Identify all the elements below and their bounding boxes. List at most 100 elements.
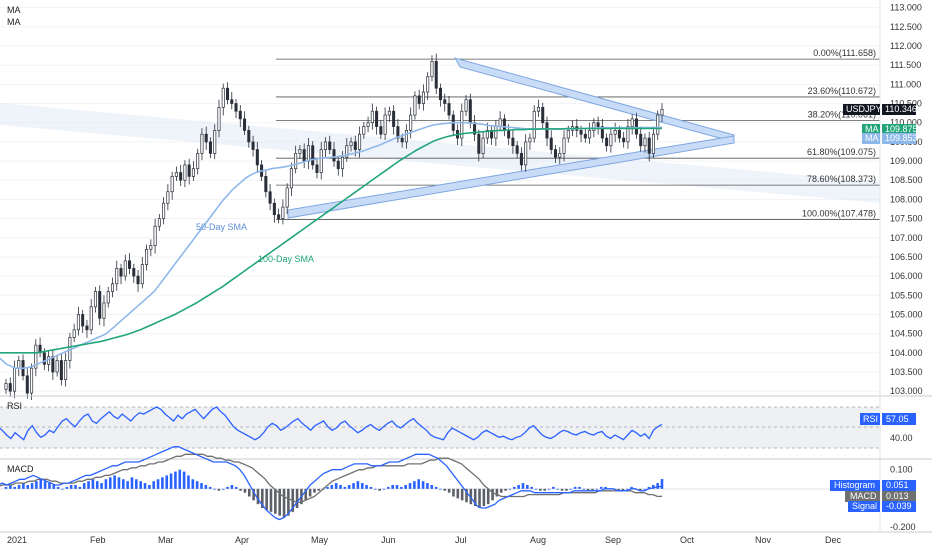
time-axis[interactable]: 2021 Feb Mar Apr May Jun Jul Aug Sep Oct Nov Dec — [7, 535, 842, 545]
candle-body — [102, 302, 106, 319]
macd-histogram-bar — [617, 488, 620, 491]
candle-body — [311, 145, 315, 166]
macd-histogram-bar — [395, 485, 399, 489]
macd-histogram-bar — [460, 488, 464, 501]
macd-histogram-bar — [465, 488, 468, 503]
hist-tag — [830, 480, 880, 491]
macd-histogram-bar — [95, 481, 99, 489]
macd-histogram-bar — [221, 488, 225, 490]
macd-histogram-bar — [265, 488, 268, 510]
price-axis[interactable]: 113.000 112.500 112.000 111.500 111.000 110.5… — [890, 3, 923, 396]
ma50-annotation: 50-Day SMA — [196, 222, 247, 232]
macd-histogram-bar — [426, 483, 429, 489]
signal-last-value: -0.039 — [886, 501, 912, 511]
rsi-tag-label: RSI — [863, 414, 878, 424]
macd-histogram-bar — [156, 479, 160, 489]
time-tick-label: Sep — [605, 535, 621, 545]
macd-signal-line — [0, 453, 663, 503]
macd-histogram-bar — [108, 477, 112, 489]
candle-body — [647, 137, 651, 154]
fibonacci-retracement[interactable]: 0.00%(111.658) 23.60%(110.672) 38.20%(110.… — [276, 48, 880, 220]
candle-body — [366, 122, 370, 127]
candle-body — [55, 360, 59, 373]
legend-ma-2[interactable]: MA — [7, 17, 21, 27]
price-grid — [0, 7, 880, 392]
macd-pane[interactable]: MACD 0.1000.000-0.100-0.200 Histogram 0.… — [0, 446, 916, 532]
macd-histogram-bar — [126, 481, 129, 489]
macd-histogram-bar — [13, 486, 16, 489]
candle-body — [362, 126, 366, 135]
macd-histogram-bar — [17, 485, 21, 489]
time-tick-label: Nov — [755, 535, 772, 545]
macd-histogram-bar — [347, 485, 351, 489]
macd-histogram-bar — [582, 488, 586, 490]
macd-histogram-bar — [243, 488, 247, 493]
macd-histogram-bar — [61, 488, 64, 490]
candle-body — [319, 149, 323, 173]
candle-body — [294, 153, 298, 170]
price-tick-label: 107.500 — [890, 214, 923, 224]
macd-histogram-bar — [56, 486, 60, 489]
price-pane[interactable]: 0.00%(111.658) 23.60%(110.672) 38.20%(110.… — [0, 5, 880, 400]
macd-tick-label: -0.200 — [890, 522, 916, 532]
macd-title[interactable]: MACD — [7, 464, 34, 474]
macd-histogram-bar — [400, 486, 403, 489]
macd-last-value: 0.013 — [886, 491, 909, 501]
macd-histogram-bar — [430, 485, 434, 489]
candle-body — [81, 314, 85, 327]
candle-body — [85, 325, 89, 331]
macd-histogram-bar — [473, 488, 477, 507]
candle-body — [421, 91, 425, 104]
macd-histogram-bar — [456, 488, 460, 499]
macd-histogram-bar — [408, 483, 412, 489]
candle-body — [162, 202, 166, 219]
ma2-tag-label: MA — [865, 133, 879, 143]
candle-body — [281, 206, 285, 219]
candle-body — [341, 156, 345, 170]
candle-body — [545, 122, 549, 139]
macd-histogram-bar — [621, 488, 625, 491]
macd-histogram-bar — [330, 485, 334, 489]
candle-body — [174, 172, 178, 177]
macd-histogram-bar — [100, 483, 103, 489]
macd-histogram-bar — [169, 473, 173, 489]
candle-body — [221, 87, 225, 108]
macd-histogram-bar — [26, 485, 30, 489]
macd-histogram-bar — [295, 488, 299, 508]
macd-histogram-bar — [122, 479, 125, 489]
macd-histogram-bar — [556, 488, 560, 490]
candle-body — [268, 191, 272, 204]
candle-body — [255, 149, 259, 166]
macd-histogram-bar — [647, 486, 651, 489]
candle-body — [605, 137, 609, 147]
macd-histogram-bar — [135, 479, 138, 489]
candle-body — [434, 61, 438, 89]
price-tick-label: 110.500 — [890, 99, 922, 109]
candle-body — [634, 118, 638, 135]
macd-histogram-bar — [226, 486, 229, 489]
candle-body — [208, 141, 212, 154]
candle-body — [519, 153, 523, 166]
rsi-pane[interactable]: RSI 40.00 RSI 57.05 — [0, 401, 916, 449]
candle-body — [136, 275, 140, 285]
price-tick-label: 103.000 — [890, 386, 923, 396]
candle-body — [609, 133, 613, 147]
macd-histogram-bar — [360, 483, 364, 489]
macd-histogram-bar — [382, 488, 386, 490]
macd-histogram-bar — [217, 488, 221, 491]
legend-ma-1[interactable]: MA — [7, 5, 21, 15]
fib-level-label: 38.20%(110.061) — [808, 109, 876, 119]
macd-histogram-bar — [652, 485, 655, 489]
candle-body — [64, 360, 68, 381]
macd-histogram-bar — [573, 486, 577, 489]
triangle-lower-trendline[interactable] — [287, 135, 735, 219]
candle-body — [617, 130, 621, 139]
last-price-box — [882, 104, 916, 115]
candle-body — [651, 133, 655, 154]
candle-body — [166, 191, 170, 204]
candle-body — [213, 130, 217, 154]
candle-body — [204, 133, 208, 143]
rsi-title[interactable]: RSI — [7, 401, 22, 411]
macd-histogram-bar — [521, 483, 525, 489]
candle-body — [30, 367, 34, 394]
